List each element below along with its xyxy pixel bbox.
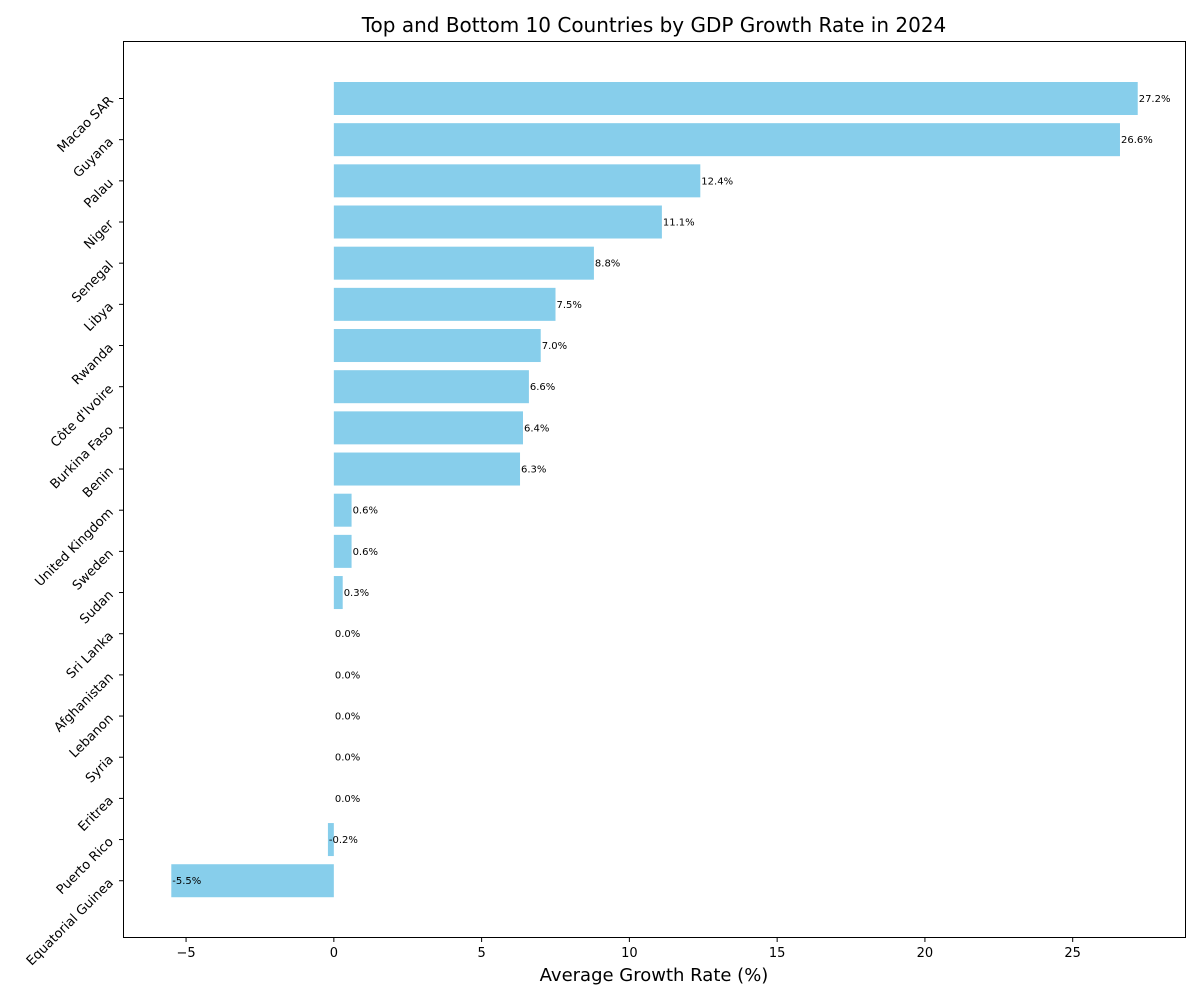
x-axis: −5 0 5 10 15 20 25 — [176, 937, 1081, 961]
bar-value-label: 7.0% — [542, 341, 567, 352]
bar-value-label: 0.0% — [335, 712, 360, 723]
bar-value-label: 0.3% — [344, 588, 369, 599]
bar-value-labels: 27.2% 26.6% 12.4% 11.1% 8.8% 7.5% 7.0% 6.6% 6.4%… — [172, 94, 1170, 887]
bar — [333, 534, 352, 568]
bar-value-label: 0.6% — [353, 506, 378, 517]
bar — [333, 164, 701, 198]
bar — [333, 82, 1138, 115]
bar-value-label: 0.0% — [335, 670, 360, 681]
bar-value-label: -0.2% — [329, 835, 358, 846]
bar — [333, 370, 529, 404]
bar — [171, 864, 334, 898]
y-tick-label: Niger — [82, 217, 118, 253]
y-tick-label: Sudan — [77, 588, 117, 628]
bar-value-label: 0.0% — [335, 794, 360, 805]
x-tick-label: 15 — [769, 946, 786, 961]
bar-value-label: 26.6% — [1121, 135, 1153, 146]
bar-value-label: 0.0% — [335, 753, 360, 764]
bar-value-label: 27.2% — [1139, 94, 1171, 105]
x-tick-label: −5 — [176, 946, 195, 961]
bar — [333, 246, 594, 280]
chart-title: Top and Bottom 10 Countries by GDP Growt… — [361, 13, 947, 37]
y-tick-label: Eritrea — [76, 794, 117, 835]
plot-frame — [123, 41, 1186, 938]
bar — [333, 411, 523, 445]
bar-value-label: 0.0% — [335, 629, 360, 640]
y-tick-label: Palau — [81, 176, 116, 211]
y-tick-label: Syria — [83, 752, 117, 786]
y-axis: Macao SARGuyanaPalauNigerSenegalLibyaRwa… — [24, 94, 124, 969]
x-tick-label: 10 — [621, 946, 638, 961]
bar-value-label: 12.4% — [701, 176, 733, 187]
bar-value-label: 6.6% — [530, 382, 555, 393]
bar-value-label: 11.1% — [663, 218, 695, 229]
bar — [333, 329, 541, 363]
bar-value-label: 8.8% — [595, 259, 620, 270]
bar — [333, 205, 662, 239]
bar-value-label: -5.5% — [172, 876, 201, 887]
bar-value-label: 6.3% — [521, 465, 546, 476]
x-tick-label: 0 — [330, 946, 338, 961]
bar — [333, 287, 556, 321]
bar-value-label: 0.6% — [353, 547, 378, 558]
x-tick-label: 25 — [1064, 946, 1081, 961]
y-tick-label: Libya — [82, 300, 117, 335]
y-tick-label: Rwanda — [69, 341, 116, 388]
bar — [333, 123, 1120, 157]
bar — [333, 493, 352, 527]
bar-value-label: 7.5% — [556, 300, 581, 311]
x-tick-label: 5 — [477, 946, 485, 961]
x-tick-label: 20 — [917, 946, 934, 961]
bar — [327, 823, 334, 857]
x-axis-label: Average Growth Rate (%) — [540, 965, 769, 986]
bars-layer — [171, 82, 1138, 898]
bar-value-label: 6.4% — [524, 423, 549, 434]
y-tick-label: Benin — [80, 464, 117, 501]
bar — [333, 452, 521, 486]
y-tick-label: Senegal — [69, 258, 117, 306]
bar — [333, 576, 343, 610]
